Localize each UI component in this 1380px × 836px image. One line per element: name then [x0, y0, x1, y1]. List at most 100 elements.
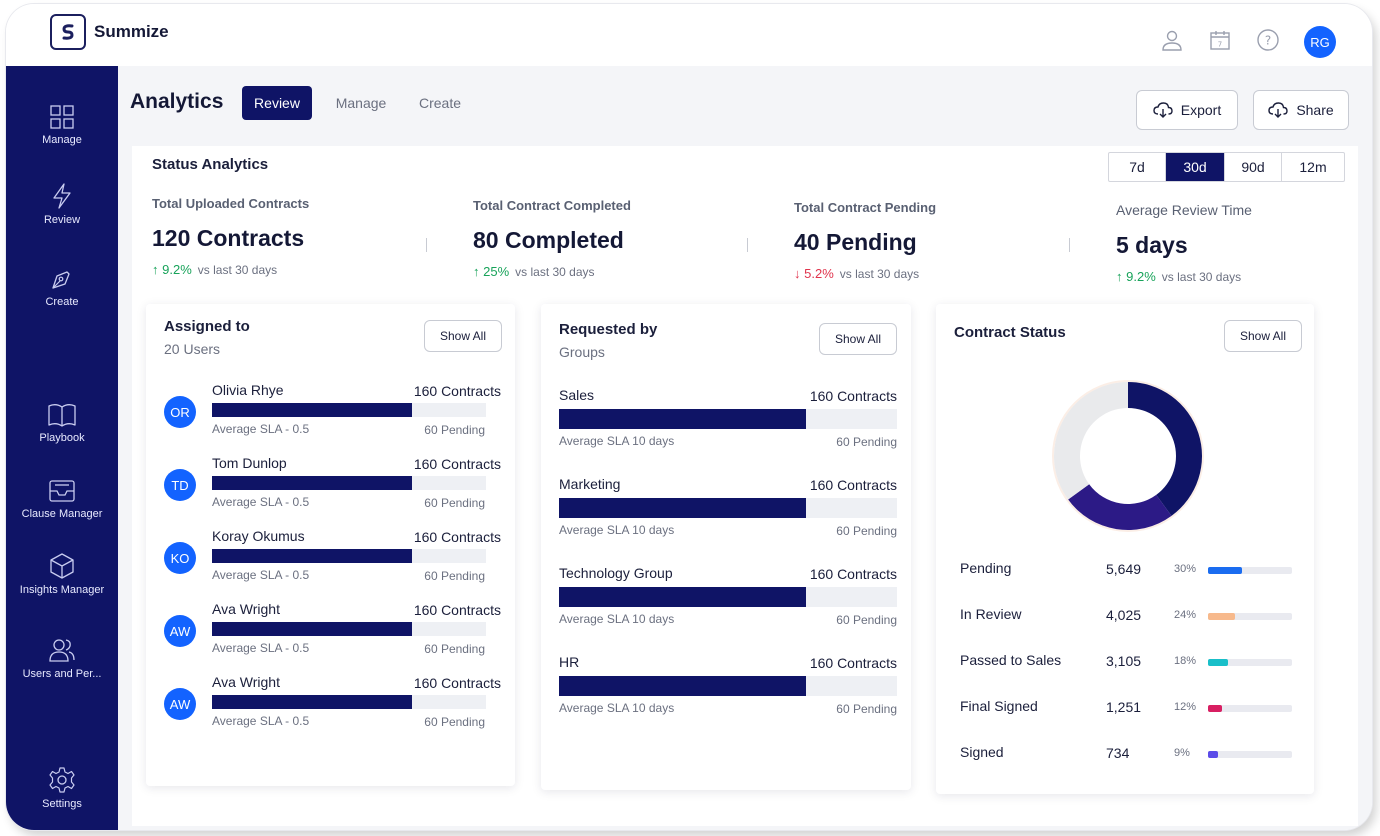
- tab-create[interactable]: Create: [418, 95, 462, 111]
- legend-item: In Review 4,025 24%: [960, 606, 1300, 626]
- legend-count: 5,649: [1106, 561, 1142, 577]
- kpi-label: Average Review Time: [1116, 202, 1252, 218]
- row-sla: Average SLA - 0.5: [212, 422, 310, 436]
- row-count: 160 Contracts: [413, 675, 501, 691]
- row-count: 160 Contracts: [809, 477, 897, 493]
- row-pending: 60 Pending: [836, 524, 897, 538]
- legend-count: 3,105: [1106, 653, 1142, 669]
- divider: [1069, 238, 1070, 252]
- tab-manage[interactable]: Manage: [335, 95, 387, 111]
- kpi-average-review-time: Average Review Time 5 days ↑ 9.2% vs last…: [1116, 202, 1252, 284]
- list-item[interactable]: Marketing 160 Contracts Average SLA 10 day…: [541, 476, 911, 538]
- calendar-icon[interactable]: 7: [1208, 28, 1232, 52]
- contract-status-card: Contract Status Show All Pending 5,649 30%…: [936, 304, 1314, 794]
- sidebar-item-settings[interactable]: Settings: [6, 766, 118, 810]
- list-item[interactable]: KO Koray Okumus 160 Contracts Average SLA -…: [146, 528, 515, 588]
- arrow-down-icon: ↓ 5.2%: [794, 266, 834, 281]
- row-sla: Average SLA - 0.5: [212, 714, 310, 728]
- help-icon[interactable]: ?: [1256, 28, 1280, 52]
- tab-review[interactable]: Review: [242, 86, 312, 120]
- show-all-button[interactable]: Show All: [424, 320, 502, 352]
- list-item[interactable]: Technology Group 160 Contracts Average SLA…: [541, 565, 911, 627]
- card-title: Contract Status: [954, 324, 1066, 341]
- sidebar-item-review[interactable]: Review: [6, 182, 118, 226]
- sidebar-item-manage[interactable]: Manage: [6, 104, 118, 146]
- legend-label: In Review: [960, 606, 1022, 622]
- export-label: Export: [1180, 102, 1222, 118]
- row-name: Ava Wright: [212, 674, 280, 690]
- legend-bar-fill: [1208, 751, 1219, 758]
- progress-bar: [212, 476, 486, 490]
- arrow-up-icon: ↑ 9.2%: [152, 262, 192, 277]
- progress-fill: [559, 587, 806, 607]
- sidebar-item-playbook[interactable]: Playbook: [6, 402, 118, 444]
- legend-bar: [1208, 659, 1292, 666]
- legend-label: Pending: [960, 560, 1012, 576]
- sidebar-item-users-and-permissions[interactable]: Users and Per...: [6, 636, 118, 680]
- list-item[interactable]: Sales 160 Contracts Average SLA 10 days 60 …: [541, 387, 911, 449]
- card-subtitle: Groups: [559, 344, 605, 360]
- period-30d[interactable]: 30d: [1166, 153, 1225, 181]
- row-name: HR: [559, 654, 580, 670]
- svg-text:?: ?: [1265, 34, 1271, 48]
- legend-count: 1,251: [1106, 699, 1142, 715]
- show-all-button[interactable]: Show All: [1224, 320, 1302, 352]
- show-all-button[interactable]: Show All: [819, 323, 897, 355]
- users-icon: [49, 639, 75, 662]
- list-item[interactable]: OR Olivia Rhye 160 Contracts Average SLA - …: [146, 382, 515, 442]
- row-name: Koray Okumus: [212, 528, 305, 544]
- kpi-value: 40 Pending: [794, 229, 917, 255]
- list-item[interactable]: TD Tom Dunlop 160 Contracts Average SLA - 0…: [146, 455, 515, 515]
- legend-count: 734: [1106, 745, 1130, 761]
- row-sla: Average SLA - 0.5: [212, 641, 310, 655]
- row-sla: Average SLA 10 days: [559, 701, 675, 715]
- cloud-download-icon: [1268, 102, 1289, 118]
- sidebar-item-insights-manager[interactable]: Insights Manager: [6, 552, 118, 596]
- list-item[interactable]: AW Ava Wright 160 Contracts Average SLA - 0…: [146, 674, 515, 734]
- assigned-to-card: Assigned to 20 Users Show All OR Olivia R…: [146, 304, 515, 786]
- row-pending: 60 Pending: [836, 702, 897, 716]
- export-button[interactable]: Export: [1136, 90, 1238, 130]
- legend-percent: 30%: [1174, 563, 1197, 575]
- progress-bar: [212, 622, 486, 636]
- section-title: Status Analytics: [152, 156, 269, 173]
- requested-by-card: Requested by Groups Show All Sales 160 Co…: [541, 304, 911, 790]
- svg-text:7: 7: [1218, 41, 1222, 49]
- progress-fill: [212, 403, 413, 417]
- logo-icon[interactable]: [50, 14, 86, 50]
- progress-bar: [559, 587, 897, 607]
- kpi-value: 80 Completed: [473, 227, 624, 253]
- row-count: 160 Contracts: [413, 383, 501, 399]
- kpi-trend: ↓ 5.2% vs last 30 days: [794, 266, 920, 281]
- sidebar-item-create[interactable]: Create: [6, 266, 118, 308]
- legend-item: Pending 5,649 30%: [960, 560, 1300, 580]
- period-90d[interactable]: 90d: [1225, 153, 1282, 181]
- user-avatar[interactable]: RG: [1304, 26, 1336, 58]
- donut-halo: [1052, 380, 1204, 532]
- donut-segment: [1068, 484, 1172, 530]
- divider: [426, 238, 427, 252]
- list-item[interactable]: AW Ava Wright 160 Contracts Average SLA - 0…: [146, 601, 515, 661]
- progress-bar: [212, 403, 486, 417]
- progress-fill: [212, 622, 413, 636]
- row-pending: 60 Pending: [836, 435, 897, 449]
- kpi-label: Total Contract Pending: [794, 200, 937, 215]
- profile-icon[interactable]: [1160, 28, 1184, 52]
- row-sla: Average SLA 10 days: [559, 523, 675, 537]
- top-bar: Summize 7 ? RG: [6, 4, 1372, 66]
- kpi-total-completed: Total Contract Completed 80 Completed ↑ …: [473, 198, 631, 279]
- progress-bar: [559, 676, 897, 696]
- avatar: AW: [164, 688, 196, 720]
- period-7d[interactable]: 7d: [1109, 153, 1166, 181]
- list-item[interactable]: HR 160 Contracts Average SLA 10 days 60 Pen…: [541, 654, 911, 716]
- row-name: Technology Group: [559, 565, 673, 581]
- progress-fill: [212, 695, 413, 709]
- period-12m[interactable]: 12m: [1299, 159, 1327, 175]
- sidebar-item-clause-manager[interactable]: Clause Manager: [6, 478, 118, 520]
- lightning-icon: [53, 183, 71, 209]
- row-name: Tom Dunlop: [212, 455, 287, 471]
- legend-item: Signed 734 9%: [960, 744, 1300, 764]
- row-count: 160 Contracts: [413, 602, 501, 618]
- share-button[interactable]: Share: [1253, 90, 1349, 130]
- progress-fill: [212, 549, 413, 563]
